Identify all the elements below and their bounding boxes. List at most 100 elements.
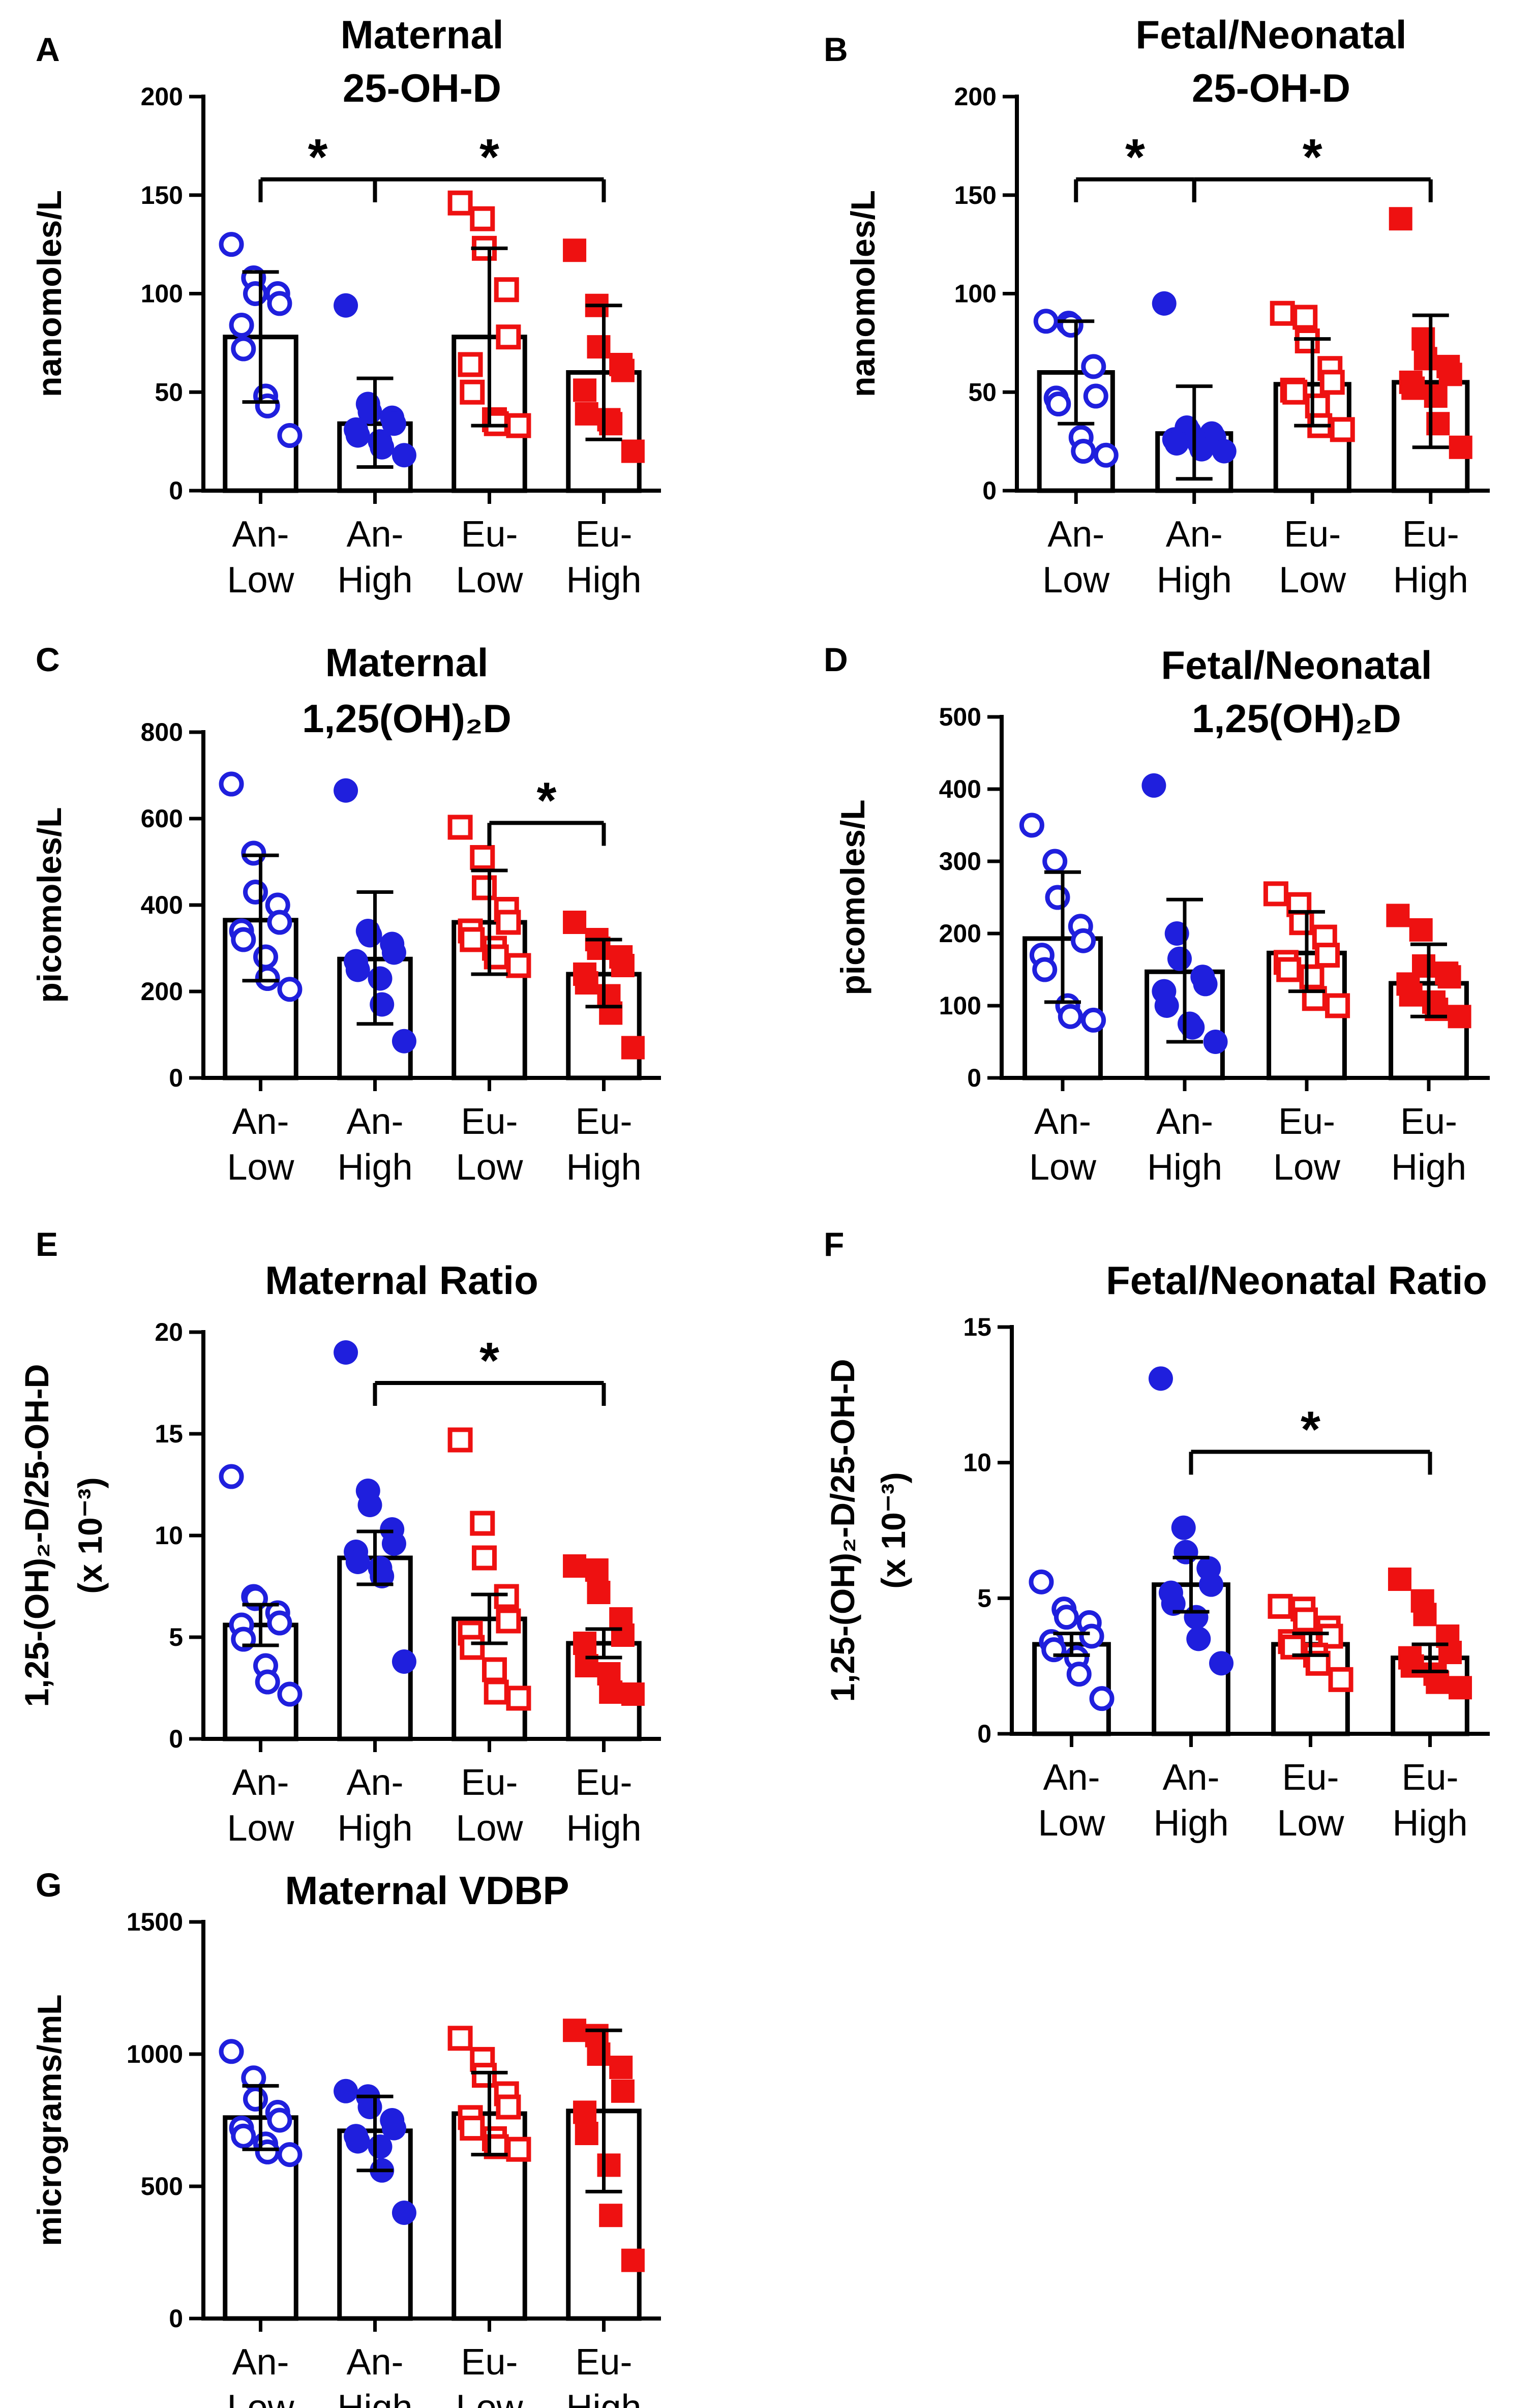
data-point bbox=[219, 1464, 244, 1489]
data-point bbox=[563, 1554, 587, 1578]
panel-letter: C bbox=[36, 641, 60, 678]
x-tick-label: Low bbox=[227, 560, 294, 600]
data-point bbox=[573, 378, 597, 402]
panel-D: D Fetal/Neonatal 1,25(OH)₂D picomoles/L 0 100… bbox=[824, 641, 1490, 1188]
data-point bbox=[267, 910, 292, 935]
y-axis-label: nanomoles/L bbox=[844, 190, 882, 397]
x-tick-label: Eu- bbox=[461, 2342, 518, 2383]
data-point bbox=[1089, 1686, 1115, 1711]
significance-star: * bbox=[308, 129, 328, 186]
y-tick-label: 10 bbox=[963, 1449, 991, 1477]
data-point bbox=[1148, 1366, 1173, 1391]
x-tick-label: High bbox=[1393, 560, 1468, 600]
y-tick-label: 10 bbox=[155, 1521, 183, 1550]
x-tick-label: High bbox=[1157, 560, 1232, 600]
y-tick-label: 0 bbox=[982, 476, 997, 505]
data-point bbox=[277, 1681, 303, 1707]
chart-title: Fetal/Neonatal Ratio bbox=[1106, 1258, 1487, 1303]
panel-letter: G bbox=[36, 1866, 62, 1904]
x-tick-label: An- bbox=[232, 514, 289, 555]
chart-title: Fetal/Neonatal bbox=[1135, 12, 1406, 57]
data-point bbox=[482, 1657, 507, 1682]
data-point bbox=[1054, 1605, 1079, 1630]
x-tick-label: Low bbox=[1038, 1803, 1105, 1844]
x-tick-label: High bbox=[337, 2388, 412, 2408]
data-point bbox=[1315, 943, 1340, 968]
data-point bbox=[621, 439, 645, 463]
data-point bbox=[496, 2094, 521, 2120]
x-tick-label: An- bbox=[346, 1762, 403, 1803]
data-point bbox=[357, 1493, 382, 1517]
data-point bbox=[345, 1550, 370, 1574]
data-point bbox=[494, 1584, 519, 1609]
panel-C: C Maternal 1,25(OH)₂D picomoles/L 0 200 400 600… bbox=[31, 640, 661, 1188]
data-point bbox=[1033, 309, 1059, 334]
x-tick-label: Low bbox=[456, 1808, 523, 1849]
data-point bbox=[472, 2063, 497, 2088]
x-tick-label: An- bbox=[232, 2342, 289, 2383]
data-point bbox=[1386, 904, 1410, 927]
data-point bbox=[1152, 291, 1177, 316]
x-tick-label: Eu- bbox=[575, 2342, 632, 2383]
data-point bbox=[496, 324, 521, 350]
data-point bbox=[1409, 918, 1433, 942]
chart-title: Maternal bbox=[325, 640, 489, 685]
y-tick-label: 600 bbox=[141, 804, 183, 833]
data-point bbox=[472, 875, 497, 900]
data-point bbox=[241, 840, 266, 866]
y-tick-label: 800 bbox=[141, 718, 183, 746]
data-point bbox=[611, 2079, 635, 2103]
data-point bbox=[1042, 849, 1068, 874]
x-tick-label: High bbox=[337, 1147, 412, 1188]
x-tick-label: High bbox=[337, 1808, 412, 1849]
data-point bbox=[381, 1531, 406, 1556]
data-point bbox=[447, 190, 473, 216]
data-point bbox=[253, 944, 278, 970]
data-point bbox=[255, 1669, 280, 1695]
y-tick-label: 15 bbox=[155, 1420, 183, 1448]
y-axis-label: picomoles/L bbox=[31, 807, 68, 1003]
x-tick-label: An- bbox=[1034, 1101, 1091, 1142]
data-point bbox=[1276, 957, 1302, 982]
data-point bbox=[1141, 773, 1166, 798]
x-tick-label: Low bbox=[1273, 1147, 1341, 1188]
panel-letter: D bbox=[824, 641, 848, 678]
data-point bbox=[1019, 812, 1044, 838]
data-point bbox=[484, 1679, 509, 1705]
data-point bbox=[1401, 376, 1425, 400]
y-axis-label: 1,25-(OH)₂-D/25-OH-D bbox=[824, 1359, 861, 1702]
chart-title: 25-OH-D bbox=[343, 66, 501, 110]
y-tick-label: 0 bbox=[169, 2304, 183, 2333]
data-point bbox=[460, 927, 485, 952]
data-point bbox=[219, 232, 244, 257]
data-point bbox=[243, 2086, 268, 2112]
data-point bbox=[1209, 1651, 1234, 1676]
data-point bbox=[470, 845, 495, 870]
data-point bbox=[506, 953, 531, 978]
data-point bbox=[1081, 1007, 1106, 1033]
data-point bbox=[267, 291, 292, 316]
data-point bbox=[621, 1682, 645, 1706]
data-point bbox=[1193, 972, 1218, 997]
data-point bbox=[231, 336, 256, 362]
significance-star: * bbox=[1301, 1401, 1320, 1458]
data-point bbox=[1299, 964, 1325, 989]
significance-star: * bbox=[1303, 129, 1322, 186]
data-point bbox=[460, 379, 485, 405]
panel-A: A Maternal 25-OH-D nanomoles/L 0 50 100 150 200 A… bbox=[31, 12, 661, 600]
data-point bbox=[267, 1610, 292, 1636]
data-point bbox=[563, 911, 587, 934]
y-tick-label: 1000 bbox=[127, 2040, 183, 2068]
x-tick-label: Eu- bbox=[575, 1101, 632, 1142]
data-point bbox=[470, 1511, 495, 1536]
x-tick-label: High bbox=[566, 1808, 641, 1849]
panel-letter: B bbox=[824, 31, 848, 68]
data-point bbox=[506, 2136, 531, 2162]
panel-letter: F bbox=[824, 1225, 844, 1263]
panel-F: F Fetal/Neonatal Ratio 1,25-(OH)₂-D/25-OH-… bbox=[824, 1225, 1490, 1844]
data-point bbox=[345, 423, 370, 448]
data-point bbox=[1282, 379, 1308, 405]
data-point bbox=[1437, 965, 1461, 989]
data-point bbox=[1066, 1662, 1092, 1687]
